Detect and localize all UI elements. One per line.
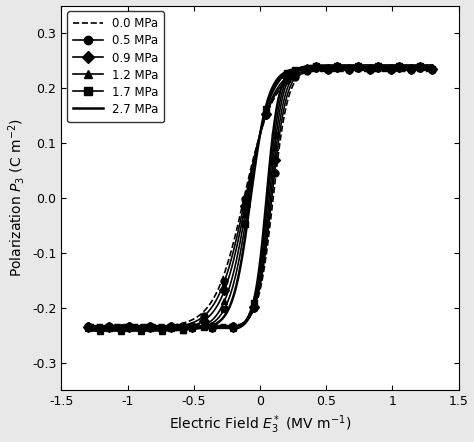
- 1.7 MPa: [99, 325, 104, 330]
- Line: 0.9 MPa: 0.9 MPa: [84, 63, 436, 330]
- 0.0 MPa: [106, 322, 111, 327]
- 0.9 MPa: [85, 324, 91, 329]
- 1.2 MPa: [149, 326, 155, 331]
- 1.2 MPa: [429, 62, 435, 68]
- 1.2 MPa: [85, 326, 91, 331]
- 1.2 MPa: [400, 62, 405, 68]
- 2.7 MPa: [99, 324, 104, 329]
- 0.9 MPa: [412, 64, 418, 69]
- 0.0 MPa: [85, 322, 91, 327]
- 1.7 MPa: [85, 325, 91, 330]
- 0.5 MPa: [429, 65, 435, 70]
- 2.7 MPa: [177, 324, 182, 329]
- 0.0 MPa: [412, 66, 418, 72]
- Line: 0.0 MPa: 0.0 MPa: [88, 69, 432, 324]
- 0.5 MPa: [85, 323, 91, 328]
- 1.2 MPa: [177, 326, 182, 331]
- 0.9 MPa: [400, 64, 405, 69]
- X-axis label: Electric Field $E_3^*$ (MV m$^{-1}$): Electric Field $E_3^*$ (MV m$^{-1}$): [169, 414, 351, 436]
- Line: 0.5 MPa: 0.5 MPa: [84, 64, 436, 329]
- 2.7 MPa: [400, 65, 405, 70]
- 0.0 MPa: [99, 322, 104, 327]
- 2.7 MPa: [412, 65, 418, 70]
- 0.0 MPa: [429, 66, 435, 72]
- 0.9 MPa: [177, 324, 182, 329]
- 0.0 MPa: [400, 66, 405, 72]
- 2.7 MPa: [85, 324, 91, 329]
- Line: 1.7 MPa: 1.7 MPa: [84, 63, 436, 331]
- 2.7 MPa: [149, 324, 155, 329]
- 2.7 MPa: [429, 65, 435, 70]
- 1.2 MPa: [99, 326, 104, 331]
- 0.9 MPa: [429, 64, 435, 69]
- 0.5 MPa: [177, 323, 182, 328]
- 1.7 MPa: [429, 63, 435, 69]
- Legend: 0.0 MPa, 0.5 MPa, 0.9 MPa, 1.2 MPa, 1.7 MPa, 2.7 MPa: 0.0 MPa, 0.5 MPa, 0.9 MPa, 1.2 MPa, 1.7 …: [67, 11, 164, 122]
- 0.5 MPa: [99, 323, 104, 328]
- 0.5 MPa: [149, 323, 155, 328]
- Y-axis label: Polarization $P_3$ (C m$^{-2}$): Polarization $P_3$ (C m$^{-2}$): [6, 118, 27, 278]
- 1.7 MPa: [412, 63, 418, 69]
- 1.2 MPa: [412, 62, 418, 68]
- Line: 2.7 MPa: 2.7 MPa: [88, 67, 432, 326]
- 0.0 MPa: [177, 322, 182, 327]
- 1.7 MPa: [149, 325, 155, 330]
- 0.0 MPa: [149, 322, 155, 327]
- 1.7 MPa: [177, 325, 182, 330]
- 0.5 MPa: [412, 65, 418, 70]
- Line: 1.2 MPa: 1.2 MPa: [84, 61, 436, 332]
- 0.5 MPa: [106, 323, 111, 328]
- 1.7 MPa: [400, 63, 405, 69]
- 0.5 MPa: [400, 65, 405, 70]
- 0.9 MPa: [106, 324, 111, 329]
- 2.7 MPa: [106, 324, 111, 329]
- 1.7 MPa: [106, 325, 111, 330]
- 1.2 MPa: [106, 326, 111, 331]
- 0.9 MPa: [149, 324, 155, 329]
- 0.9 MPa: [99, 324, 104, 329]
